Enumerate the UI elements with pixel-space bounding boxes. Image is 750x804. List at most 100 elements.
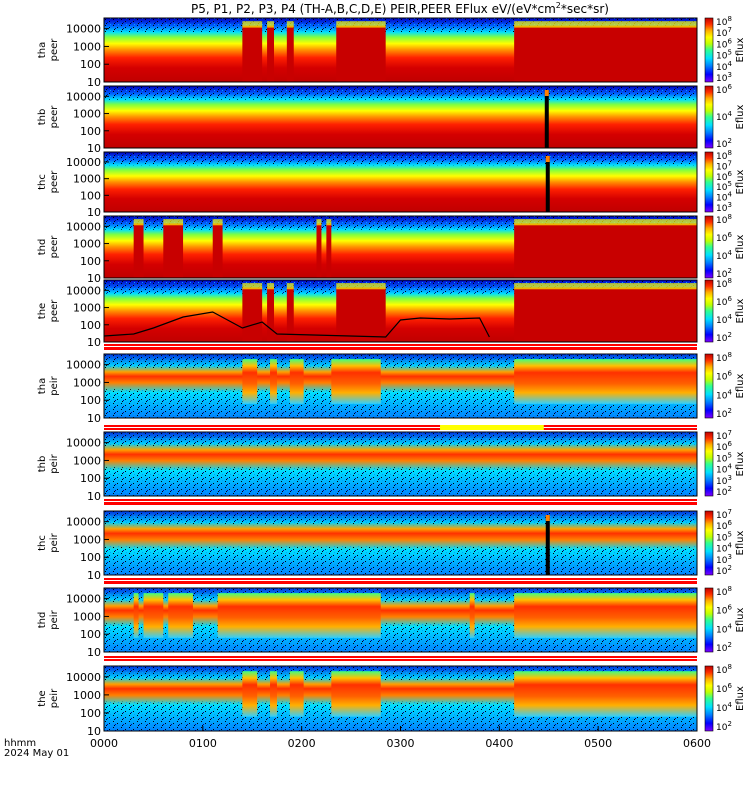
y-tick-label: 1000 — [73, 173, 101, 186]
colorbar-tick-base: 10 — [716, 173, 728, 183]
colorbar-tick-label: 108 — [716, 277, 732, 290]
colorbar-tick-base: 10 — [716, 354, 728, 364]
y-tick-label: 10000 — [66, 593, 101, 606]
colorbar-tick-exp: 4 — [727, 191, 732, 199]
colorbar-tick-label: 107 — [716, 508, 732, 521]
colorbar-tick-label: 104 — [716, 542, 732, 555]
colorbar-tick-base: 10 — [716, 216, 728, 226]
y-axis-species: peir — [49, 453, 60, 473]
colorbar-tick-exp: 6 — [727, 83, 732, 91]
flux-enhancement — [514, 287, 697, 342]
flux-enhancement-edge — [316, 219, 322, 226]
panel-tha-peer: 10000100010010thapeer108107106105104103E… — [37, 15, 746, 89]
colorbar-tick-exp: 6 — [727, 519, 732, 527]
colorbar-tick-exp: 7 — [727, 159, 731, 167]
y-tick-label: 10 — [87, 490, 101, 503]
y-axis-probe: thc — [37, 174, 48, 190]
colorbar-tick-label: 103 — [716, 201, 732, 214]
colorbar-tick-base: 10 — [716, 18, 728, 28]
status-bar-line — [104, 580, 697, 581]
colorbar-tick-base: 10 — [716, 644, 728, 654]
y-tick-label: 10000 — [66, 359, 101, 372]
colorbar-tick-base: 10 — [716, 74, 728, 84]
colorbar-tick-exp: 8 — [727, 663, 731, 671]
y-tick-label: 1000 — [73, 454, 101, 467]
colorbar-tick-exp: 6 — [727, 37, 732, 45]
colorbar-tick-exp: 2 — [727, 331, 731, 339]
colorbar-tick-label: 103 — [716, 553, 732, 566]
panels-group: 10000100010010thapeer108107106105104103E… — [37, 15, 746, 738]
colorbar-tick-base: 10 — [716, 432, 728, 442]
y-axis-label: thbpeir — [37, 453, 60, 473]
y-tick-label: 10000 — [66, 671, 101, 684]
flux-enhancement-edge — [514, 219, 697, 226]
colorbar-tick-exp: 6 — [727, 682, 732, 690]
colorbar-label: Eflux — [735, 234, 746, 259]
colorbar-tick-label: 108 — [716, 585, 732, 598]
panel-frame — [103, 151, 698, 213]
flux-enhancement-edge — [163, 219, 184, 226]
noise-texture-top — [104, 511, 697, 526]
y-tick-label: 100 — [80, 125, 101, 138]
colorbar-tick-base: 10 — [716, 545, 728, 555]
flux-enhancement-edge — [242, 283, 263, 290]
colorbar-label: Eflux — [735, 37, 746, 62]
y-tick-label: 1000 — [73, 108, 101, 121]
y-axis-species: peir — [49, 688, 60, 708]
colorbar-label: Eflux — [735, 298, 746, 323]
colorbar-label: Eflux — [735, 373, 746, 398]
flux-enhancement-edge — [336, 283, 386, 290]
y-tick-label: 10000 — [66, 23, 101, 36]
flux-enhancement — [514, 593, 697, 638]
y-tick-label: 1000 — [73, 238, 101, 251]
y-tick-label: 1000 — [73, 689, 101, 702]
y-tick-label: 10000 — [66, 284, 101, 297]
colorbar-tick-label: 106 — [716, 295, 732, 308]
flux-enhancement — [331, 359, 381, 404]
y-axis-species: peer — [49, 170, 60, 194]
colorbar-tick-base: 10 — [716, 607, 728, 617]
title-main: P5, P1, P2, P3, P4 (TH-A,B,C,D,E) PEIR,P… — [191, 2, 556, 16]
colorbar-tick-exp: 5 — [727, 451, 731, 459]
flux-enhancement — [336, 287, 386, 342]
colorbar — [704, 431, 714, 497]
noise-texture-top — [104, 432, 697, 447]
status-bar-line — [104, 427, 697, 428]
colorbar-tick-exp: 7 — [727, 429, 731, 437]
y-axis-species: peer — [49, 105, 60, 129]
colorbar-tick-exp: 2 — [727, 267, 731, 275]
colorbar — [704, 353, 714, 419]
flux-enhancement-edge — [242, 21, 263, 28]
noise-texture-bottom — [104, 546, 697, 575]
colorbar-label: Eflux — [735, 169, 746, 194]
colorbar-tick-label: 108 — [716, 213, 732, 226]
colorbar-tick-label: 107 — [716, 429, 732, 442]
y-tick-label: 100 — [80, 472, 101, 485]
y-tick-label: 1000 — [73, 302, 101, 315]
colorbar-tick-base: 10 — [716, 162, 728, 172]
flux-enhancement-edge — [514, 21, 697, 28]
data-spike — [544, 90, 549, 148]
colorbar-tick-base: 10 — [716, 280, 728, 290]
flux-enhancement-edge — [267, 21, 274, 28]
colorbar-label: Eflux — [735, 451, 746, 476]
flux-enhancement — [270, 671, 277, 717]
colorbar-tick-label: 103 — [716, 71, 732, 84]
figure-title: P5, P1, P2, P3, P4 (TH-A,B,C,D,E) PEIR,P… — [191, 1, 609, 16]
data-spike — [545, 515, 550, 575]
colorbar-tick-exp: 6 — [727, 370, 732, 378]
colorbar-tick-exp: 3 — [727, 474, 731, 482]
colorbar-tick-base: 10 — [716, 86, 728, 96]
colorbar-tick-exp: 2 — [727, 564, 731, 572]
y-axis-label: thcpeir — [37, 532, 60, 552]
colorbar-label: Eflux — [735, 607, 746, 632]
flux-enhancement — [242, 25, 263, 82]
colorbar-tick-label: 102 — [716, 331, 732, 344]
title-tail: *sec*sr) — [561, 2, 609, 16]
colorbar-tick-exp: 6 — [727, 295, 732, 303]
data-spike-cap — [544, 90, 549, 96]
y-axis-label: thdpeir — [37, 609, 60, 629]
